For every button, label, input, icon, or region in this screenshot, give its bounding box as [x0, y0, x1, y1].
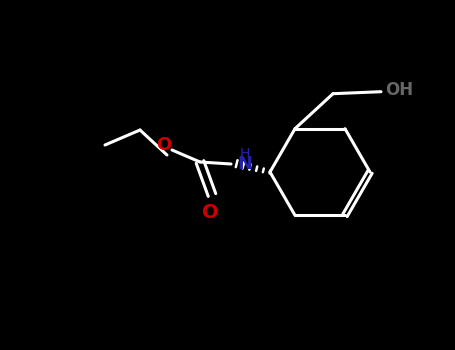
- Text: N: N: [238, 155, 253, 173]
- Text: OH: OH: [385, 81, 413, 99]
- Text: H: H: [240, 147, 250, 161]
- Text: O: O: [157, 136, 172, 154]
- Text: O: O: [202, 203, 218, 223]
